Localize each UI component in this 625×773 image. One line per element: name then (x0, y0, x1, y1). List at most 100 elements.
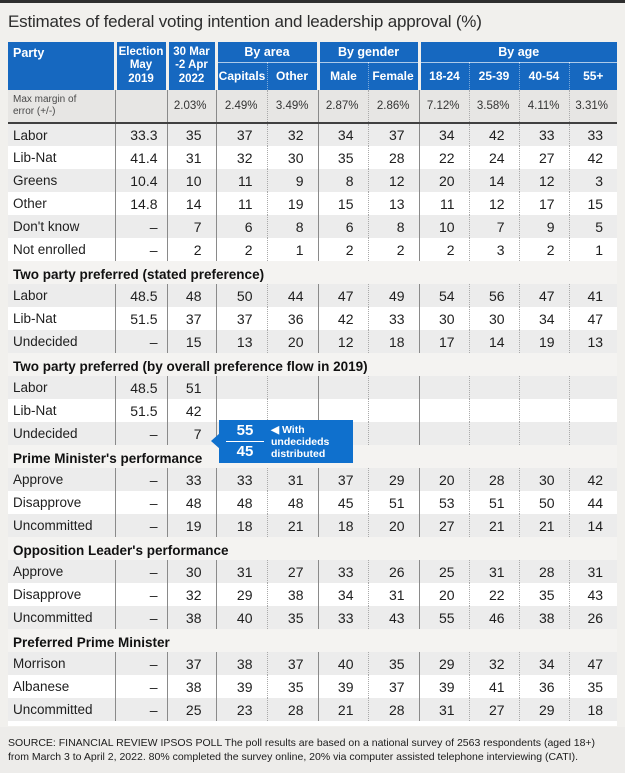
cell-value: 7 (166, 422, 216, 445)
section-heading: Preferred Prime Minister (8, 629, 618, 652)
cell-value: 51 (367, 491, 420, 514)
row-label: Don't know (8, 215, 115, 238)
row-label: Disapprove (13, 587, 82, 602)
cell-value: 35 (266, 675, 318, 698)
cell-value: 19 (266, 192, 318, 215)
cell-value: 22 (418, 146, 470, 169)
cell-value: 48 (166, 284, 216, 307)
cell-value (215, 376, 267, 399)
table-row: Uncommitted –38 40 35 33 43 55 46 38 26 (8, 606, 618, 629)
cell-value: 36 (266, 307, 318, 330)
table-row: Greens 10.4 10 11 9 8 12 20 14 12 3 (8, 169, 618, 192)
column-subheader-40-54: 40-54 (518, 62, 570, 90)
cell-value: 6 (215, 215, 267, 238)
callout-note: ◀ With undecideds distributed (271, 424, 330, 461)
cell-value: 55 (418, 606, 470, 629)
cell-value: 51.5 (114, 307, 167, 330)
cell-value (468, 376, 520, 399)
cell-value: 37 (266, 652, 318, 675)
row-label: Greens (8, 169, 115, 192)
cell-value (367, 376, 420, 399)
cell-value: 39 (317, 675, 368, 698)
column-group-by-gender: By gender (316, 42, 420, 63)
table-row: Disapprove –48 48 48 45 51 53 51 50 44 (8, 491, 618, 514)
cell-value: 37 (317, 468, 368, 491)
cell-value: 14 (568, 514, 618, 537)
margin-of-error-row: Max margin of error (+/-) 2.03% 2.49% 3.49%… (8, 90, 618, 124)
margin-value: 2.87% (317, 90, 368, 124)
cell-value: 11 (215, 169, 267, 192)
cell-value: 18 (317, 514, 368, 537)
cell-value: – (114, 468, 167, 491)
cell-value: 33.3 (114, 123, 167, 146)
cell-value: 28 (518, 560, 570, 583)
cell-value: 30 (518, 468, 570, 491)
cell-value: 51 (166, 376, 216, 399)
cell-value: 45 (317, 491, 368, 514)
cell-value: 27 (468, 698, 520, 721)
column-group-by-area: By area (214, 42, 318, 63)
cell-value: 15 (317, 192, 368, 215)
cell-value: 50 (518, 491, 570, 514)
cell-value: 34 (518, 652, 570, 675)
table-row: Labor 48.5 48 50 44 47 49 54 56 47 41 (8, 284, 618, 307)
cell-value: 18 (215, 514, 267, 537)
cell-value: 18 (367, 330, 420, 353)
section-heading-row: Two party preferred (stated preference) (8, 261, 618, 284)
margin-label-text: Max margin of error (+/-) (13, 94, 77, 117)
cell-value (568, 422, 618, 445)
cell-value: 47 (317, 284, 368, 307)
cell-value: 13 (215, 330, 267, 353)
cell-value: 10 (418, 215, 470, 238)
cell-value: 41 (468, 675, 520, 698)
cell-value: 2 (367, 238, 420, 261)
cell-value (367, 399, 420, 422)
cell-value: – (114, 652, 167, 675)
section-heading-row: Two party preferred (by overall preferen… (8, 353, 618, 376)
cell-value: 33 (317, 606, 368, 629)
cell-value: 14.8 (114, 192, 167, 215)
cell-value: 31 (418, 698, 470, 721)
cell-value: 50 (215, 284, 267, 307)
column-subheader-other: Other (266, 62, 318, 90)
cell-value: 51 (468, 491, 520, 514)
cell-value: 56 (468, 284, 520, 307)
cell-value: 20 (266, 330, 318, 353)
cell-value: 28 (468, 468, 520, 491)
cell-value (418, 399, 470, 422)
cell-value: – (114, 422, 167, 445)
callout-box: 55 45 ◀ With undecideds distributed (219, 420, 353, 463)
cell-value: 32 (166, 583, 216, 606)
table-row: Lib-Nat 51.5 42 (8, 399, 618, 422)
row-label: Approve (8, 560, 115, 583)
column-group-by-age: By age (417, 42, 618, 63)
cell-value (418, 376, 470, 399)
cell-value: 33 (215, 468, 267, 491)
margin-value: 3.49% (266, 90, 318, 124)
cell-value: 38 (166, 606, 216, 629)
cell-value: 46 (468, 606, 520, 629)
column-header-survey-date: 30 Mar -2 Apr 2022 (165, 42, 216, 90)
cell-value: 20 (418, 169, 470, 192)
source-footer: SOURCE: FINANCIAL REVIEW IPSOS POLL The … (0, 726, 625, 773)
column-subheader-55plus: 55+ (568, 62, 618, 90)
cell-value: 9 (266, 169, 318, 192)
cell-value: 37 (215, 123, 267, 146)
row-label: Uncommitted (8, 606, 115, 629)
table-row: Morrison –37 38 37 40 35 29 32 34 47 (8, 652, 618, 675)
cell-value: 41.4 (114, 146, 167, 169)
cell-value: 15 (568, 192, 618, 215)
cell-value: 34 (317, 583, 368, 606)
cell-value (215, 399, 267, 422)
table-row: Don't know –7 6 8 6 8 10 7 9 5 (8, 215, 618, 238)
cell-value: 28 (266, 698, 318, 721)
row-label: Morrison (8, 652, 115, 675)
cell-value: – (114, 330, 167, 353)
cell-value: 3 (468, 238, 520, 261)
cell-value: 34 (317, 123, 368, 146)
cell-value: 1 (568, 238, 618, 261)
margin-label: Max margin of error (+/-) (8, 90, 115, 124)
cell-value: 20 (418, 468, 470, 491)
cell-value: 35 (166, 123, 216, 146)
